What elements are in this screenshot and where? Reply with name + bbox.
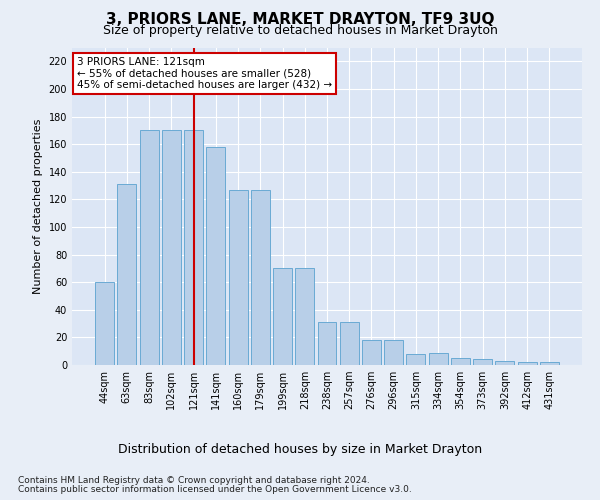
Bar xyxy=(406,354,425,365)
Bar xyxy=(295,268,314,365)
Bar xyxy=(429,352,448,365)
Bar xyxy=(140,130,158,365)
Text: Distribution of detached houses by size in Market Drayton: Distribution of detached houses by size … xyxy=(118,442,482,456)
Bar xyxy=(384,340,403,365)
Text: Size of property relative to detached houses in Market Drayton: Size of property relative to detached ho… xyxy=(103,24,497,37)
Bar xyxy=(518,362,536,365)
Bar xyxy=(251,190,270,365)
Bar xyxy=(162,130,181,365)
Bar xyxy=(229,190,248,365)
Bar xyxy=(340,322,359,365)
Bar xyxy=(362,340,381,365)
Bar xyxy=(317,322,337,365)
Bar xyxy=(540,362,559,365)
Text: Contains public sector information licensed under the Open Government Licence v3: Contains public sector information licen… xyxy=(18,485,412,494)
Bar xyxy=(206,147,225,365)
Y-axis label: Number of detached properties: Number of detached properties xyxy=(33,118,43,294)
Bar xyxy=(184,130,203,365)
Bar xyxy=(118,184,136,365)
Bar xyxy=(451,358,470,365)
Bar xyxy=(95,282,114,365)
Bar xyxy=(273,268,292,365)
Text: Contains HM Land Registry data © Crown copyright and database right 2024.: Contains HM Land Registry data © Crown c… xyxy=(18,476,370,485)
Text: 3, PRIORS LANE, MARKET DRAYTON, TF9 3UQ: 3, PRIORS LANE, MARKET DRAYTON, TF9 3UQ xyxy=(106,12,494,28)
Bar xyxy=(473,360,492,365)
Bar xyxy=(496,361,514,365)
Text: 3 PRIORS LANE: 121sqm
← 55% of detached houses are smaller (528)
45% of semi-det: 3 PRIORS LANE: 121sqm ← 55% of detached … xyxy=(77,57,332,90)
